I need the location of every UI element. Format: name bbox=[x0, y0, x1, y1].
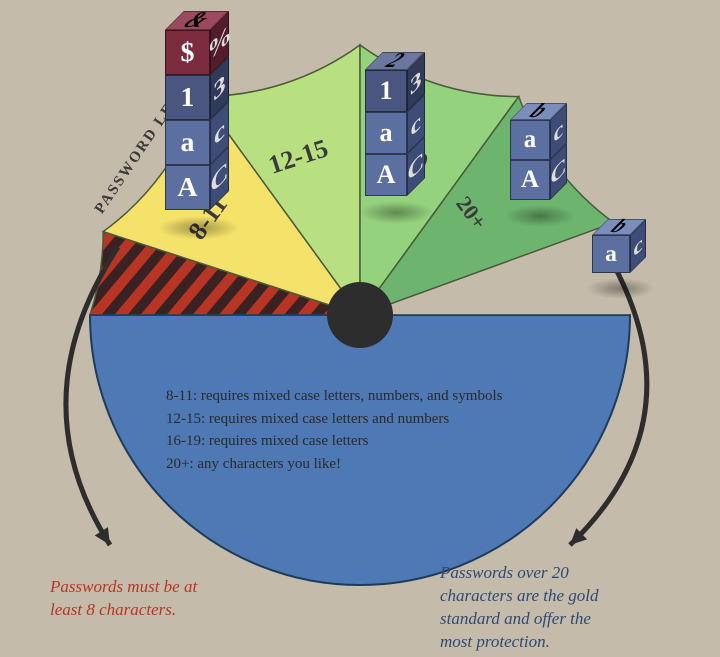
caption-gold-standard: Passwords over 20characters are the gold… bbox=[440, 562, 700, 654]
legend-line: 20+: any characters you like! bbox=[166, 453, 502, 476]
cube-letter: bca bbox=[592, 235, 630, 273]
cube-letter: CA bbox=[510, 160, 550, 200]
cube-symbol: &%$ bbox=[165, 30, 210, 75]
legend-line: 12-15: requires mixed case letters and n… bbox=[166, 408, 502, 431]
cube-number: 31 bbox=[165, 75, 210, 120]
cube-letter: ca bbox=[365, 112, 407, 154]
legend-block: 8-11: requires mixed case letters, numbe… bbox=[166, 385, 502, 475]
legend-line: 16-19: requires mixed case letters bbox=[166, 430, 502, 453]
caption-min-length: Passwords must be atleast 8 characters. bbox=[50, 576, 310, 622]
cube-letter: ca bbox=[165, 120, 210, 165]
cube-letter: bca bbox=[510, 120, 550, 160]
cube-letter: CA bbox=[365, 154, 407, 196]
cube-number: 231 bbox=[365, 70, 407, 112]
legend-line: 8-11: requires mixed case letters, numbe… bbox=[166, 385, 502, 408]
cube-letter: CA bbox=[165, 165, 210, 210]
